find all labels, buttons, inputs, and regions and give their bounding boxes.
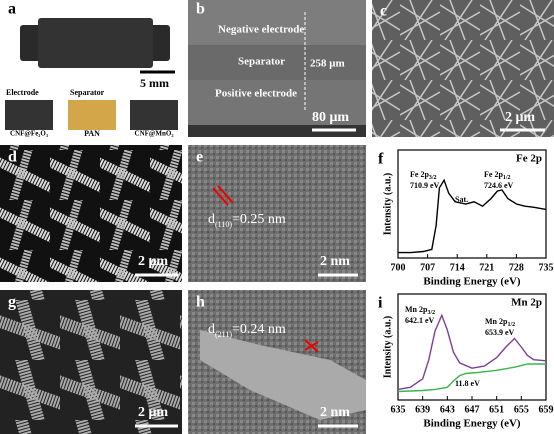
photo-label: Separator [70, 88, 105, 97]
layer-label: Separator [238, 56, 285, 68]
x-tick-label: 707 [420, 262, 435, 273]
electrode-photo [5, 100, 53, 130]
hkl: (211) [215, 330, 232, 339]
annotation: Sat. [455, 195, 468, 204]
panel-label: d [8, 149, 17, 166]
photo-label: CNF@Fe₂O₃ [10, 130, 48, 138]
x-axis-label: Binding Energy (eV) [423, 418, 521, 430]
annotation-sub: 3/2 [429, 175, 437, 181]
annotation: Fe 2p1/2 [484, 170, 511, 182]
annotation-value: 724.6 eV [484, 181, 514, 190]
x-tick-label: 714 [450, 262, 465, 273]
panel-g: g 2 μm [0, 290, 182, 434]
scale-text: 2 nm [320, 405, 350, 420]
x-tick-label: 643 [440, 404, 455, 415]
layer-label: Positive electrode [215, 88, 297, 100]
panel-e: e d(110)=0.25 nm 2 nm [188, 145, 366, 282]
x-tick-label: 639 [415, 404, 430, 415]
annotation-text: Fe 2p [410, 170, 429, 179]
annotation-text: 11.8 eV [455, 379, 480, 388]
x-tick-label: 659 [539, 404, 554, 415]
lattice-marker [217, 185, 234, 204]
y-axis-label: Intensity (a.u.) [382, 173, 393, 236]
electrode-photo [130, 100, 178, 130]
annotation-value: 642.1 eV [405, 316, 435, 325]
spacing: =0.24 nm [232, 322, 286, 337]
annotation-sub: 1/2 [503, 175, 511, 181]
x-tick-label: 655 [514, 404, 529, 415]
d: d [208, 322, 215, 337]
annotation-value: 653.9 eV [485, 328, 515, 337]
annotation: Mn 2p3/2 [405, 305, 435, 317]
layer-label: Negative electrode [218, 24, 304, 36]
annotation: Fe 2p3/2 [410, 170, 437, 182]
annotation: 11.8 eV [455, 379, 480, 388]
scale-text: 5 mm [140, 76, 169, 90]
hkl: (110) [215, 220, 232, 229]
d-spacing: d(110)=0.25 nm [208, 212, 286, 229]
x-tick-label: 647 [465, 404, 480, 415]
sem-image [372, 0, 554, 137]
panel-c: c 2 μm [372, 0, 554, 137]
annotation-sub: 3/2 [427, 310, 435, 316]
layer [188, 80, 366, 125]
spectrum-line [397, 363, 546, 393]
amorphous-region [200, 330, 366, 420]
annotation-sub: 1/2 [507, 322, 515, 328]
panel-label: g [8, 294, 16, 311]
device [38, 18, 153, 68]
spectrum-line [397, 313, 547, 391]
plot-frame [397, 149, 547, 259]
panel-a: a 5 mm Electrode Separator PAN CNF@Fe₂O₃… [0, 0, 182, 138]
x-tick-label: 735 [539, 262, 554, 273]
layer [188, 125, 366, 137]
panel-label: f [378, 151, 384, 168]
x-tick-label: 728 [509, 262, 524, 273]
y-axis-label: Intensity (a.u.) [382, 316, 393, 379]
x-tick-label: 651 [489, 404, 504, 415]
photo-label: CNF@MnO₂ [135, 130, 174, 138]
chart-tag: Fe 2p [516, 153, 542, 165]
separator-photo [68, 100, 116, 130]
photo-label: PAN [84, 129, 100, 138]
scale-text: 2 μm [138, 254, 168, 269]
scale-text: 2 nm [320, 254, 350, 269]
panel-b: b Negative electrode Separator Positive … [188, 0, 366, 137]
panel-label: c [380, 3, 387, 20]
x-tick-label: 635 [391, 404, 406, 415]
panel-d: d 2 μm [0, 145, 182, 282]
x-tick-label: 721 [479, 262, 494, 273]
annotation-value: 710.9 eV [410, 181, 440, 190]
d: d [208, 212, 215, 227]
panel-label: h [196, 294, 205, 311]
scale-text: 2 μm [505, 110, 535, 125]
chart-tag: Mn 2p [511, 297, 542, 309]
annotation-text: Mn 2p [405, 305, 428, 314]
sem-image [0, 290, 182, 434]
x-axis-label: Binding Energy (eV) [423, 276, 521, 288]
d-spacing: d(211)=0.24 nm [208, 322, 286, 339]
annotation-text: Fe 2p [484, 170, 503, 179]
annotation-text: Mn 2p [485, 317, 508, 326]
thickness: 258 μm [310, 58, 345, 70]
layer [188, 0, 366, 45]
panel-label: b [196, 1, 205, 18]
lattice-marker [304, 341, 319, 351]
sem-image [0, 145, 182, 282]
panel-label: a [8, 1, 16, 18]
lattice-marker [212, 187, 229, 206]
panel-label: i [378, 295, 383, 312]
annotation: Mn 2p1/2 [485, 317, 515, 329]
scale-text: 80 μm [312, 110, 349, 125]
tem-image [188, 145, 366, 282]
panel-h: h d(211)=0.24 nm 2 nm [188, 290, 366, 434]
photo-label: Electrode [6, 88, 39, 97]
spectrum-line [398, 178, 547, 254]
panel-label: e [196, 149, 203, 166]
scale-text: 2 μm [138, 405, 168, 420]
annotation-text: Sat. [455, 195, 468, 204]
spacing: =0.25 nm [232, 212, 286, 227]
x-tick-label: 700 [391, 262, 406, 273]
